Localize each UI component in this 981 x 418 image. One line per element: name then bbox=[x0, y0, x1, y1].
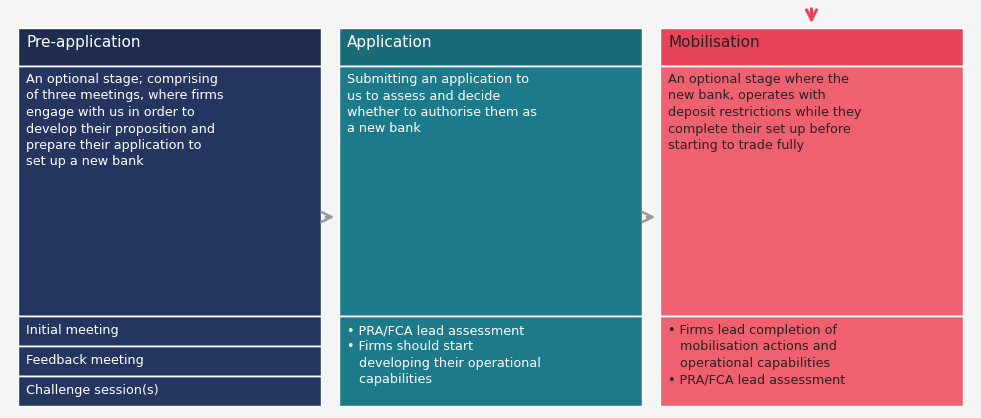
Text: Application: Application bbox=[347, 35, 433, 50]
Bar bbox=[339, 28, 642, 66]
Bar bbox=[660, 66, 963, 316]
Text: Mobilisation: Mobilisation bbox=[668, 35, 759, 50]
Bar bbox=[18, 376, 321, 406]
Bar bbox=[18, 66, 321, 316]
Bar bbox=[339, 66, 642, 316]
Text: Feedback meeting: Feedback meeting bbox=[26, 354, 144, 367]
Text: An optional stage where the
new bank, operates with
deposit restrictions while t: An optional stage where the new bank, op… bbox=[668, 73, 861, 152]
Text: An optional stage; comprising
of three meetings, where firms
engage with us in o: An optional stage; comprising of three m… bbox=[26, 73, 224, 168]
Text: • Firms lead completion of
   mobilisation actions and
   operational capabiliti: • Firms lead completion of mobilisation … bbox=[668, 324, 846, 387]
Text: Initial meeting: Initial meeting bbox=[26, 324, 119, 337]
Text: Challenge session(s): Challenge session(s) bbox=[26, 384, 159, 397]
Bar bbox=[18, 346, 321, 376]
Bar bbox=[660, 316, 963, 406]
Text: • PRA/FCA lead assessment
• Firms should start
   developing their operational
 : • PRA/FCA lead assessment • Firms should… bbox=[347, 324, 541, 387]
Bar bbox=[660, 28, 963, 66]
Bar bbox=[18, 316, 321, 346]
Text: Pre-application: Pre-application bbox=[26, 35, 140, 50]
Text: Submitting an application to
us to assess and decide
whether to authorise them a: Submitting an application to us to asses… bbox=[347, 73, 537, 135]
Bar bbox=[18, 28, 321, 66]
Bar bbox=[339, 316, 642, 406]
